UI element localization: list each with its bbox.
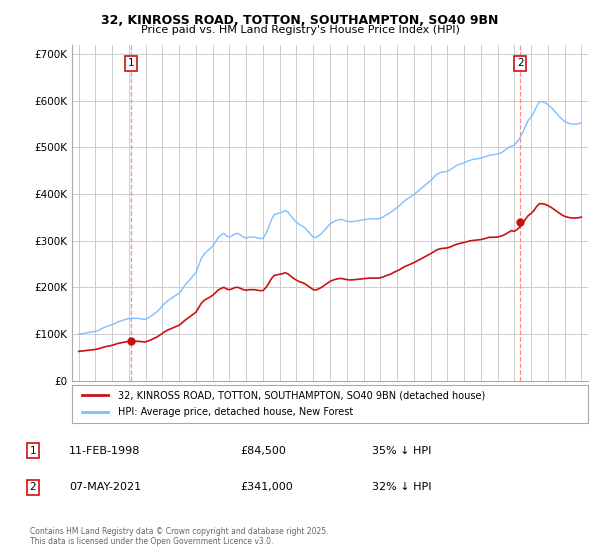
Text: 11-FEB-1998: 11-FEB-1998 — [69, 446, 140, 456]
Text: 32, KINROSS ROAD, TOTTON, SOUTHAMPTON, SO40 9BN (detached house): 32, KINROSS ROAD, TOTTON, SOUTHAMPTON, S… — [118, 390, 485, 400]
Text: 1: 1 — [128, 58, 134, 68]
Text: £84,500: £84,500 — [240, 446, 286, 456]
Text: 2: 2 — [517, 58, 523, 68]
Text: 32, KINROSS ROAD, TOTTON, SOUTHAMPTON, SO40 9BN: 32, KINROSS ROAD, TOTTON, SOUTHAMPTON, S… — [101, 14, 499, 27]
Text: £341,000: £341,000 — [240, 482, 293, 492]
Text: 07-MAY-2021: 07-MAY-2021 — [69, 482, 141, 492]
Text: 2: 2 — [29, 482, 37, 492]
Text: 35% ↓ HPI: 35% ↓ HPI — [372, 446, 431, 456]
Text: 1: 1 — [29, 446, 37, 456]
Text: 32% ↓ HPI: 32% ↓ HPI — [372, 482, 431, 492]
Text: Price paid vs. HM Land Registry's House Price Index (HPI): Price paid vs. HM Land Registry's House … — [140, 25, 460, 35]
Text: Contains HM Land Registry data © Crown copyright and database right 2025.
This d: Contains HM Land Registry data © Crown c… — [30, 526, 329, 546]
Text: HPI: Average price, detached house, New Forest: HPI: Average price, detached house, New … — [118, 407, 353, 417]
